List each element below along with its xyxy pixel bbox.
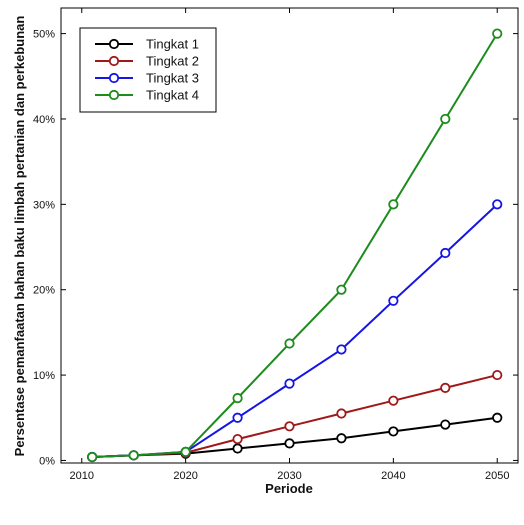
series-line-tingkat-1 (92, 416, 498, 459)
legend-swatch-marker (108, 38, 120, 50)
data-point-tingkat-2 (232, 433, 243, 445)
data-point-tingkat-3 (388, 295, 399, 306)
y-tick-label: 20% (33, 285, 55, 297)
x-tick-label: 2030 (277, 470, 301, 482)
y-tick-label: 40% (33, 114, 55, 126)
data-point-tingkat-2 (492, 369, 503, 381)
series-line-tingkat-2 (92, 374, 498, 459)
legend-swatch-marker (108, 72, 120, 84)
x-tick-label: 2050 (485, 470, 509, 482)
data-point-tingkat-4 (284, 338, 295, 349)
legend-label: Tingkat 3 (146, 71, 199, 86)
series-tingkat-3 (87, 199, 503, 463)
y-tick-label: 30% (33, 199, 55, 211)
data-point-tingkat-1 (440, 419, 451, 430)
axis-ticks: 2010 2020 2030 2040 2050 0% 10% 20% 30% 40% 50% (33, 8, 518, 482)
y-tick-label: 10% (33, 370, 55, 382)
data-point-tingkat-4 (388, 199, 399, 210)
x-tick-label: 2040 (381, 470, 405, 482)
y-axis-title: Persentase pemanfaatan bahan baku limbah… (12, 16, 27, 457)
data-point-tingkat-4 (87, 451, 98, 463)
y-tick-label: 50% (33, 29, 55, 41)
legend-box (79, 27, 217, 113)
data-point-tingkat-1 (336, 433, 347, 444)
legend-item-tingkat-2: Tingkat 2 (95, 54, 199, 69)
data-point-tingkat-4 (232, 393, 243, 404)
data-point-tingkat-3 (232, 412, 243, 423)
data-point-tingkat-4 (180, 446, 191, 458)
y-tick-label: 0% (39, 455, 55, 467)
x-tick-label: 2010 (70, 470, 94, 482)
data-point-tingkat-2 (388, 395, 399, 406)
legend: Tingkat 1 Tingkat 2 Tingkat 3 Tingkat 4 (79, 27, 217, 113)
legend-item-tingkat-4: Tingkat 4 (95, 88, 199, 103)
data-point-tingkat-4 (336, 284, 347, 295)
x-axis-title: Periode (265, 481, 313, 496)
data-point-tingkat-3 (284, 378, 295, 389)
data-point-tingkat-1 (492, 412, 503, 423)
data-point-tingkat-2 (336, 408, 347, 419)
legend-item-tingkat-1: Tingkat 1 (95, 37, 199, 52)
series-tingkat-2 (87, 369, 503, 463)
legend-label: Tingkat 2 (146, 54, 199, 69)
data-point-tingkat-2 (440, 382, 451, 393)
data-point-tingkat-3 (492, 199, 503, 210)
data-point-tingkat-1 (388, 426, 399, 437)
legend-label: Tingkat 4 (146, 88, 199, 103)
data-point-tingkat-2 (284, 421, 295, 432)
data-point-tingkat-3 (336, 344, 347, 355)
data-point-tingkat-3 (440, 247, 451, 259)
data-point-tingkat-4 (128, 450, 139, 461)
x-tick-label: 2020 (173, 470, 197, 482)
legend-swatch-marker (108, 89, 120, 101)
data-point-tingkat-4 (492, 28, 503, 39)
series-line-tingkat-3 (92, 203, 498, 459)
legend-item-tingkat-3: Tingkat 3 (95, 71, 199, 86)
data-point-tingkat-1 (284, 438, 295, 449)
data-point-tingkat-4 (440, 113, 451, 125)
legend-label: Tingkat 1 (146, 37, 199, 52)
legend-swatch-marker (108, 55, 120, 67)
data-point-tingkat-1 (232, 443, 243, 454)
series-tingkat-4 (87, 28, 503, 463)
series-layer (87, 28, 503, 463)
